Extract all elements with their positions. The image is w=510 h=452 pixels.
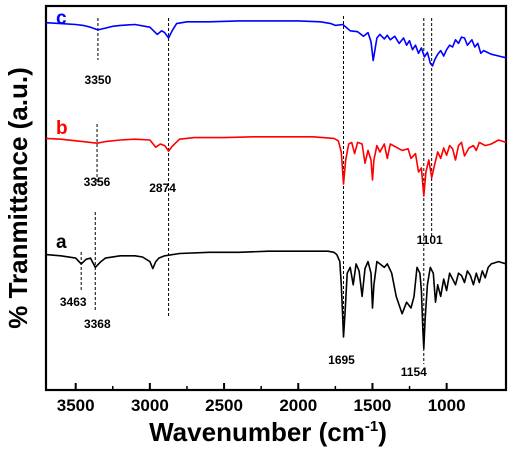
x-axis-title-close: ) — [378, 417, 387, 447]
x-axis-ticks: 3500 3000 2500 2000 1500 1000 — [57, 383, 466, 415]
annotation-3356: 3356 — [84, 175, 111, 189]
annotation-3368: 3368 — [84, 317, 111, 331]
y-axis-title: % Tranmittance (a.u.) — [3, 67, 33, 329]
peak-annotations: 3350 3356 2874 1101 3463 3368 1695 1154 — [60, 73, 443, 379]
series-labels: c b a — [56, 8, 68, 253]
x-tick-label-3000: 3000 — [131, 396, 169, 415]
x-tick-label-3500: 3500 — [57, 396, 95, 415]
x-tick-label-1000: 1000 — [428, 396, 466, 415]
annotation-3463: 3463 — [60, 295, 87, 309]
annotation-3350: 3350 — [85, 73, 112, 87]
annotation-2874: 2874 — [149, 181, 176, 195]
series-label-a: a — [56, 232, 67, 253]
x-axis-title: Wavenumber (cm-1) — [149, 417, 387, 447]
x-tick-label-1500: 1500 — [354, 396, 392, 415]
series-line-b — [45, 136, 507, 197]
plot-frame — [44, 4, 508, 392]
x-axis-title-superscript: -1 — [365, 418, 378, 435]
series-line-c — [45, 20, 507, 67]
series-line-a — [45, 250, 507, 350]
x-tick-label-2500: 2500 — [205, 396, 243, 415]
x-tick-label-2000: 2000 — [279, 396, 317, 415]
series-lines — [45, 20, 507, 350]
series-label-b: b — [56, 118, 68, 139]
series-label-c: c — [56, 8, 67, 29]
reference-lines — [80, 16, 433, 364]
annotation-1695: 1695 — [328, 353, 355, 367]
annotation-1101: 1101 — [417, 233, 443, 247]
annotation-1154: 1154 — [401, 365, 427, 379]
